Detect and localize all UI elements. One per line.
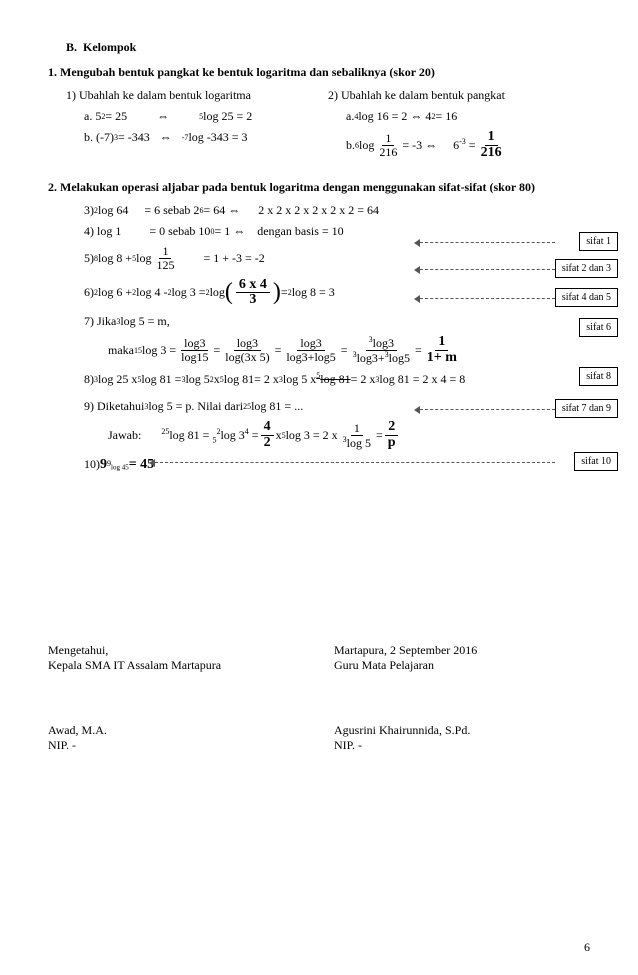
sig-right-4: NIP. - — [334, 738, 590, 753]
arrow-4 — [420, 409, 555, 410]
arrow-2 — [420, 269, 555, 270]
q2-item9: 9) Diketahui 3log 5 = p. Nilai dari 25lo… — [84, 399, 590, 414]
q2-item3: 3) 2log 64 = 6 sebab 26 = 64 ⇔ 2 x 2 x 2… — [84, 203, 590, 218]
q2-item7: 7) Jika 3log 5 = m, — [84, 314, 590, 329]
q1-right-b: b. 6log 1216 = -3 ⇔ 6-3 = 1216 — [346, 130, 590, 160]
sig-left-2: Kepala SMA IT Assalam Martapura — [48, 658, 304, 673]
q2-item6: 6) 2log 6 + 2log 4 - 2log 3 = 2log 6 x 4… — [84, 278, 590, 308]
q1-right-head: 2) Ubahlah ke dalam bentuk pangkat — [328, 88, 590, 103]
badge-sifat1: sifat 1 — [579, 232, 618, 251]
sig-right-2: Guru Mata Pelajaran — [334, 658, 590, 673]
q2-item10: 10) 99log 45 = 45 — [84, 457, 590, 473]
q1-left-a: a. 52 = 25 ⇔ 5log 25 = 2 — [84, 109, 328, 124]
q2-item7-maka: maka 15log 3 = log3log15 = log3log(3x 5)… — [108, 335, 590, 365]
q1-right-a: a. 4log 16 = 2 ⇔ 42 = 16 — [346, 109, 590, 124]
q1-left-head: 1) Ubahlah ke dalam bentuk logaritma — [66, 88, 328, 103]
section-heading: B. Kelompok — [66, 40, 590, 55]
q2-title: 2. Melakukan operasi aljabar pada bentuk… — [48, 180, 590, 195]
arrow-1 — [420, 242, 555, 243]
q2-item4: 4) log 1 = 0 sebab 100 = 1 ⇔ dengan basi… — [84, 224, 590, 239]
sig-left-4: NIP. - — [48, 738, 304, 753]
badge-sifat23: sifat 2 dan 3 — [555, 259, 618, 278]
page-number: 6 — [584, 940, 590, 955]
q1-left-b: b. (-7)3 = -343 ⇔ -7log -343 = 3 — [84, 130, 328, 145]
sig-right-1: Martapura, 2 September 2016 — [334, 643, 590, 658]
arrow-3 — [420, 298, 555, 299]
badge-sifat8: sifat 8 — [579, 367, 618, 386]
badge-sifat10: sifat 10 — [574, 452, 618, 471]
arrow-5 — [155, 462, 555, 463]
q1-title: 1. Mengubah bentuk pangkat ke bentuk log… — [48, 65, 590, 80]
sig-right-3: Agusrini Khairunnida, S.Pd. — [334, 723, 590, 738]
sig-left-1: Mengetahui, — [48, 643, 304, 658]
badge-sifat79: sifat 7 dan 9 — [555, 399, 618, 418]
q1-columns: 1) Ubahlah ke dalam bentuk logaritma a. … — [66, 88, 590, 166]
signature-block: Mengetahui, Kepala SMA IT Assalam Martap… — [48, 643, 590, 753]
badge-sifat45: sifat 4 dan 5 — [555, 288, 618, 307]
q2-item9-jawab: Jawab: 25log 81 = 52log 34 = 42 x 5log 3… — [108, 420, 590, 450]
sig-left-3: Awad, M.A. — [48, 723, 304, 738]
badge-sifat6: sifat 6 — [579, 318, 618, 337]
q2-item5: 5) 8log 8 + 5log 1125 = 1 + -3 = -2 — [84, 245, 590, 271]
q2-item8: 8) 3log 25 x 5log 81 = 3log 52 x 5log 81… — [84, 371, 590, 387]
